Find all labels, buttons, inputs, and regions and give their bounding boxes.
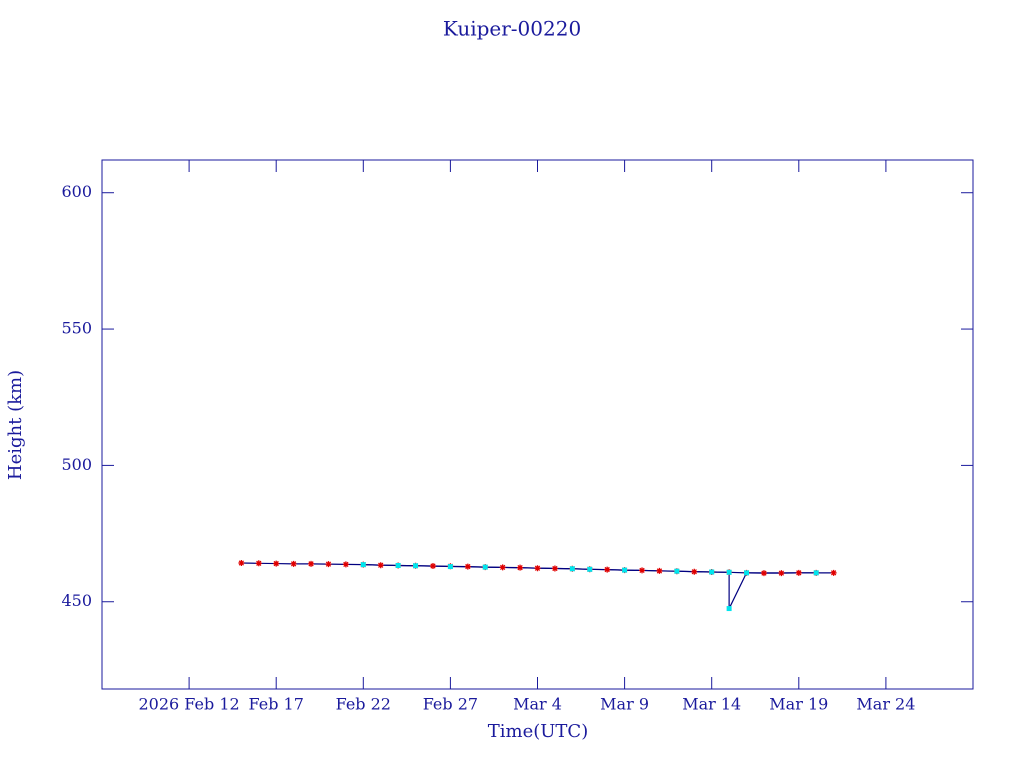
square-marker: [726, 569, 732, 575]
star-marker: [377, 562, 384, 569]
square-marker: [395, 562, 401, 568]
star-marker: [795, 569, 802, 576]
x-tick-label: 2026 Feb 12: [139, 695, 240, 714]
y-tick-label: 600: [61, 182, 92, 201]
plot-frame: [101, 159, 974, 690]
x-tick-label: Mar 24: [856, 695, 915, 714]
y-tick-label: 550: [61, 319, 92, 338]
x-tick-label: Feb 17: [249, 695, 304, 714]
x-tick-label: Mar 9: [600, 695, 649, 714]
star-marker: [760, 570, 767, 577]
chart-title: Kuiper-00220: [443, 17, 581, 41]
star-marker: [308, 560, 315, 567]
square-marker: [569, 566, 575, 572]
star-marker: [639, 567, 646, 574]
square-marker: [413, 563, 419, 569]
star-marker: [429, 563, 436, 570]
star-marker: [290, 560, 297, 567]
star-marker: [534, 565, 541, 572]
square-marker: [726, 606, 732, 612]
x-axis-label: Time(UTC): [488, 721, 588, 742]
square-marker: [482, 564, 488, 570]
star-marker: [830, 569, 837, 576]
star-marker: [273, 560, 280, 567]
square-marker: [447, 564, 453, 570]
star-marker: [499, 564, 506, 571]
star-marker: [255, 560, 262, 567]
square-marker: [744, 570, 750, 576]
star-marker: [778, 570, 785, 577]
square-marker: [622, 567, 628, 573]
x-tick-label: Mar 4: [513, 695, 562, 714]
y-axis-label: Height (km): [5, 370, 26, 480]
star-marker: [604, 566, 611, 573]
square-marker: [674, 568, 680, 574]
x-tick-label: Feb 27: [423, 695, 478, 714]
square-marker: [813, 570, 819, 576]
star-marker: [325, 561, 332, 568]
star-marker: [656, 567, 663, 574]
square-marker: [587, 566, 593, 572]
x-tick-label: Mar 14: [682, 695, 741, 714]
star-marker: [342, 561, 349, 568]
square-marker: [709, 569, 715, 575]
x-tick-label: Feb 22: [336, 695, 391, 714]
square-marker: [360, 562, 366, 568]
y-tick-label: 450: [61, 591, 92, 610]
star-marker: [238, 560, 245, 567]
star-marker: [517, 564, 524, 571]
star-marker: [691, 568, 698, 575]
star-marker: [464, 563, 471, 570]
y-tick-label: 500: [61, 455, 92, 474]
star-marker: [551, 565, 558, 572]
x-tick-label: Mar 19: [769, 695, 828, 714]
